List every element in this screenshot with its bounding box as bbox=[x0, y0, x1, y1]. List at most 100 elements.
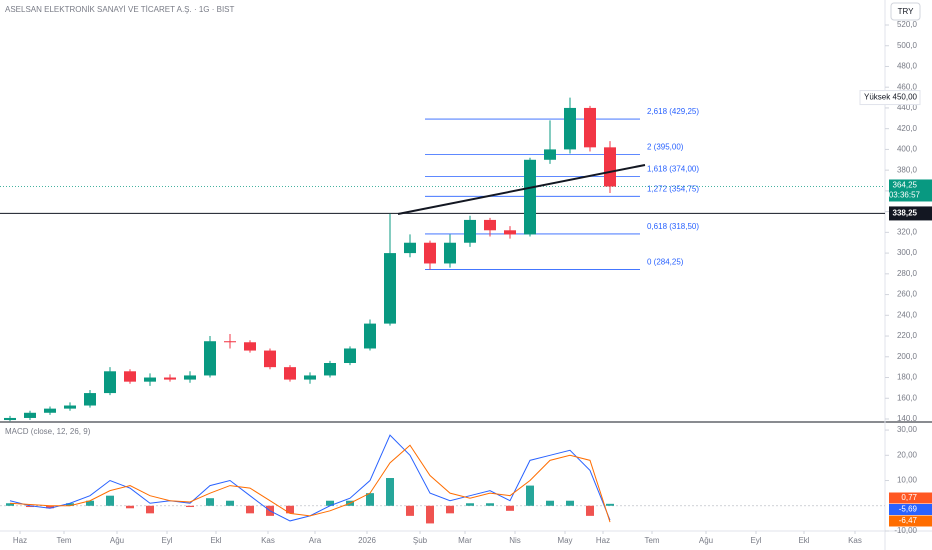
macd-line bbox=[9, 434, 611, 522]
currency-label[interactable]: TRY bbox=[898, 7, 915, 16]
histogram-bar bbox=[386, 478, 394, 506]
x-tick-label: Mar bbox=[458, 536, 472, 545]
value-box bbox=[889, 515, 932, 527]
x-tick-label: 2026 bbox=[358, 536, 376, 545]
y-tick-label: -10,00 bbox=[894, 526, 917, 535]
y-tick-label: 20,00 bbox=[897, 450, 918, 459]
histogram-bar bbox=[466, 503, 474, 506]
y-tick-label: 300,0 bbox=[897, 248, 918, 257]
histogram-bar bbox=[506, 505, 514, 511]
x-tick-label: Eyl bbox=[161, 536, 172, 545]
candle-body bbox=[464, 219, 476, 243]
histogram-bar bbox=[46, 505, 54, 509]
candle-body bbox=[584, 107, 596, 148]
histogram-bar bbox=[126, 505, 134, 509]
horizontal-line-label: 338,25 bbox=[893, 209, 918, 218]
candle-body bbox=[424, 242, 436, 264]
histogram-bar bbox=[6, 503, 14, 506]
x-tick-label: Kas bbox=[848, 536, 862, 545]
y-tick-label: 500,0 bbox=[897, 41, 918, 50]
candle-body bbox=[164, 377, 176, 380]
x-tick-label: Ara bbox=[309, 536, 322, 545]
candle-body bbox=[484, 219, 496, 231]
y-tick-label: 180,0 bbox=[897, 373, 918, 382]
high-marker-box bbox=[859, 90, 921, 106]
y-tick-label: 400,0 bbox=[897, 145, 918, 154]
histogram-bar bbox=[66, 503, 74, 506]
candle-body bbox=[24, 412, 36, 418]
candle-body bbox=[44, 408, 56, 413]
histogram-bar bbox=[426, 505, 434, 524]
y-tick-label: 160,0 bbox=[897, 393, 918, 402]
x-tick-label: Haz bbox=[596, 536, 610, 545]
fib-label: 1,618 (374,00) bbox=[647, 164, 699, 173]
fib-label: 0 (284,25) bbox=[647, 258, 684, 267]
x-tick-label: Eyl bbox=[750, 536, 761, 545]
histogram-bar bbox=[586, 505, 594, 516]
x-tick-label: Kas bbox=[261, 536, 275, 545]
trend-line bbox=[397, 163, 646, 215]
candle-body bbox=[284, 367, 296, 380]
x-tick-label: Nis bbox=[509, 536, 521, 545]
y-tick-label: 220,0 bbox=[897, 331, 918, 340]
candle-body bbox=[544, 149, 556, 160]
histogram-bar bbox=[186, 505, 194, 508]
value-box bbox=[889, 492, 932, 504]
x-tick-label: Ağu bbox=[110, 536, 124, 545]
y-tick-label: 200,0 bbox=[897, 352, 918, 361]
histogram-bar bbox=[226, 500, 234, 506]
x-tick-label: Ağu bbox=[699, 536, 713, 545]
y-tick-label: 240,0 bbox=[897, 310, 918, 319]
x-tick-label: May bbox=[557, 536, 572, 545]
y-tick-label: 30,00 bbox=[897, 425, 918, 434]
histogram-bar bbox=[146, 505, 154, 514]
y-tick-label: 380,0 bbox=[897, 165, 918, 174]
histogram-bar bbox=[26, 505, 34, 508]
y-tick-label: 320,0 bbox=[897, 227, 918, 236]
candle-body bbox=[244, 342, 256, 351]
x-tick-label: Ekl bbox=[798, 536, 809, 545]
x-tick-label: Şub bbox=[413, 536, 428, 545]
candle-body bbox=[384, 253, 396, 324]
candle-body bbox=[504, 230, 516, 235]
histogram-bar bbox=[606, 503, 614, 506]
candle-body bbox=[404, 242, 416, 254]
candle-body bbox=[444, 242, 456, 264]
histogram-bar bbox=[106, 495, 114, 506]
histogram-bar bbox=[526, 485, 534, 506]
y-tick-label: 480,0 bbox=[897, 62, 918, 71]
x-tick-label: Ekl bbox=[210, 536, 221, 545]
candle-body bbox=[604, 147, 616, 187]
histogram-bar bbox=[86, 500, 94, 506]
candle-body bbox=[144, 377, 156, 382]
y-tick-label: 440,0 bbox=[897, 103, 918, 112]
currency-button[interactable] bbox=[890, 2, 921, 21]
candle-body bbox=[104, 371, 116, 394]
histogram-bar bbox=[206, 498, 214, 506]
y-tick-label: 420,0 bbox=[897, 124, 918, 133]
candle-body bbox=[324, 363, 336, 376]
last-price-label: 364,25 bbox=[893, 181, 918, 190]
macd-title: MACD (close, 12, 26, 9) bbox=[5, 427, 91, 436]
candle-body bbox=[204, 341, 216, 376]
y-tick-label: 10,00 bbox=[897, 476, 918, 485]
candle-body bbox=[124, 371, 136, 382]
value-box-label: -6,47 bbox=[899, 516, 918, 525]
candle-body bbox=[4, 417, 16, 421]
candle-body bbox=[564, 107, 576, 150]
y-tick-label: 280,0 bbox=[897, 269, 918, 278]
high-marker-text: Yüksek bbox=[864, 93, 891, 102]
histogram-bar bbox=[546, 500, 554, 506]
countdown-label: 03:36:57 bbox=[889, 191, 921, 200]
fib-label: 2,618 (429,25) bbox=[647, 107, 699, 116]
fib-label: 1,272 (354,75) bbox=[647, 184, 699, 193]
histogram-bar bbox=[486, 503, 494, 506]
x-tick-label: Tem bbox=[644, 536, 659, 545]
horizontal-line-box bbox=[889, 206, 932, 221]
fib-label: 2 (395,00) bbox=[647, 143, 684, 152]
histogram-bar bbox=[446, 505, 454, 514]
x-tick-label: Tem bbox=[56, 536, 71, 545]
candle-body bbox=[264, 350, 276, 368]
symbol-title: ASELSAN ELEKTRONİK SANAYİ VE TİCARET A.Ş… bbox=[5, 5, 235, 14]
y-tick-label: 260,0 bbox=[897, 290, 918, 299]
